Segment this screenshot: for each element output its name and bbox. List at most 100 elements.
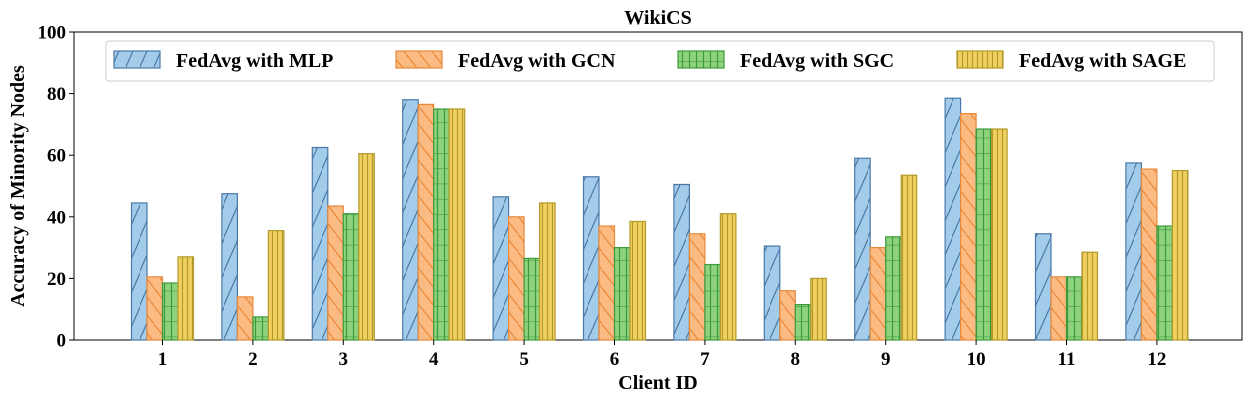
bar [221,193,238,341]
bar-outline [613,247,631,341]
bar [492,196,510,341]
bar-outline [1034,233,1052,341]
bar-outline [448,108,466,341]
x-tick-label: 5 [519,349,529,370]
plot-frame [73,31,1243,341]
y-tick-label: 100 [38,23,67,44]
bar-outline [342,213,360,341]
bar-outline [130,202,148,341]
bar [990,128,1008,341]
bar-outline [1171,170,1189,341]
bar [1034,233,1052,341]
bar-outline [990,128,1008,341]
bar-outline [959,113,977,341]
bar-outline [944,97,962,341]
bar-outline [763,245,781,341]
bars-group [130,97,1189,341]
bar-outline [252,316,269,341]
bar [538,202,556,341]
x-tick-label: 9 [881,349,891,370]
bar [598,225,616,341]
bar [1156,225,1174,341]
bar [869,247,887,341]
bar-outline [582,176,600,341]
bar-outline [402,99,419,341]
bar-outline [327,205,344,341]
legend-item: FedAvg with SAGE [956,50,1186,72]
bar [417,103,435,341]
bar [582,176,600,341]
legend-item: FedAvg with SGC [677,50,894,72]
bar-outline [433,108,450,341]
bar [629,220,647,341]
legend-label: FedAvg with MLP [176,50,333,72]
bar-outline [704,263,722,341]
x-tick-label: 6 [610,349,620,370]
legend: FedAvg with MLP FedAvg with GCN FedAvg wit… [105,40,1215,82]
bar [342,213,360,341]
bar-outline [1125,162,1143,341]
bar-outline [598,225,616,341]
bar-outline [1156,225,1174,341]
bar [1050,276,1068,341]
bar-outline [629,220,647,341]
chart-title: WikiCS [624,7,691,29]
bar-outline [146,276,164,341]
y-tick-label: 60 [47,146,66,167]
bar [613,247,631,341]
bar [794,303,812,341]
bar [810,277,827,341]
legend-swatch [956,50,1004,69]
bar-outline [673,183,691,341]
legend-swatch [677,50,725,69]
y-axis-ticks: 0 20 40 60 80 100 [38,23,74,352]
bar [975,128,993,341]
bar-outline [1081,251,1099,341]
y-tick-label: 20 [47,269,66,290]
bar-outline [311,146,329,341]
legend-item: FedAvg with MLP [113,50,333,72]
x-tick-label: 12 [1147,349,1166,370]
bar-outline [810,277,827,341]
bar-outline [358,153,375,341]
bar [1140,168,1158,341]
legend-swatch [113,50,161,69]
bar-outline [161,282,179,341]
bar-outline [779,290,796,341]
legend-label: FedAvg with SAGE [1019,50,1186,72]
bar [236,296,254,341]
x-axis-label: Client ID [618,372,697,394]
bar [1125,162,1143,341]
bar-outline [492,196,510,341]
legend-label: FedAvg with GCN [458,50,616,72]
bar-outline [177,256,195,341]
bar [433,108,450,341]
bar-outline [900,174,918,341]
y-axis-label: Accuracy of Minority Nodes [7,65,29,307]
x-axis-ticks: 1 2 3 4 5 6 7 8 9 10 11 12 [158,340,1166,370]
bar-outline [1140,168,1158,341]
bar [311,146,329,341]
bar-outline [869,247,887,341]
y-tick-label: 80 [47,84,66,105]
bar [448,108,466,341]
bar [885,236,902,341]
bar [673,183,691,341]
bar-outline [221,193,238,341]
bar-outline [854,157,871,341]
bar [1081,251,1099,341]
bar [944,97,962,341]
y-tick-label: 40 [47,207,66,228]
x-tick-label: 7 [700,349,710,370]
bar-outline [538,202,556,341]
bar [402,99,419,341]
x-tick-label: 1 [158,349,168,370]
bar-outline [236,296,254,341]
bar [358,153,375,341]
legend-label: FedAvg with SGC [740,50,894,72]
legend-swatch [395,50,443,69]
x-tick-label: 2 [248,349,258,370]
bar-outline [975,128,993,341]
bar-outline [267,230,285,341]
